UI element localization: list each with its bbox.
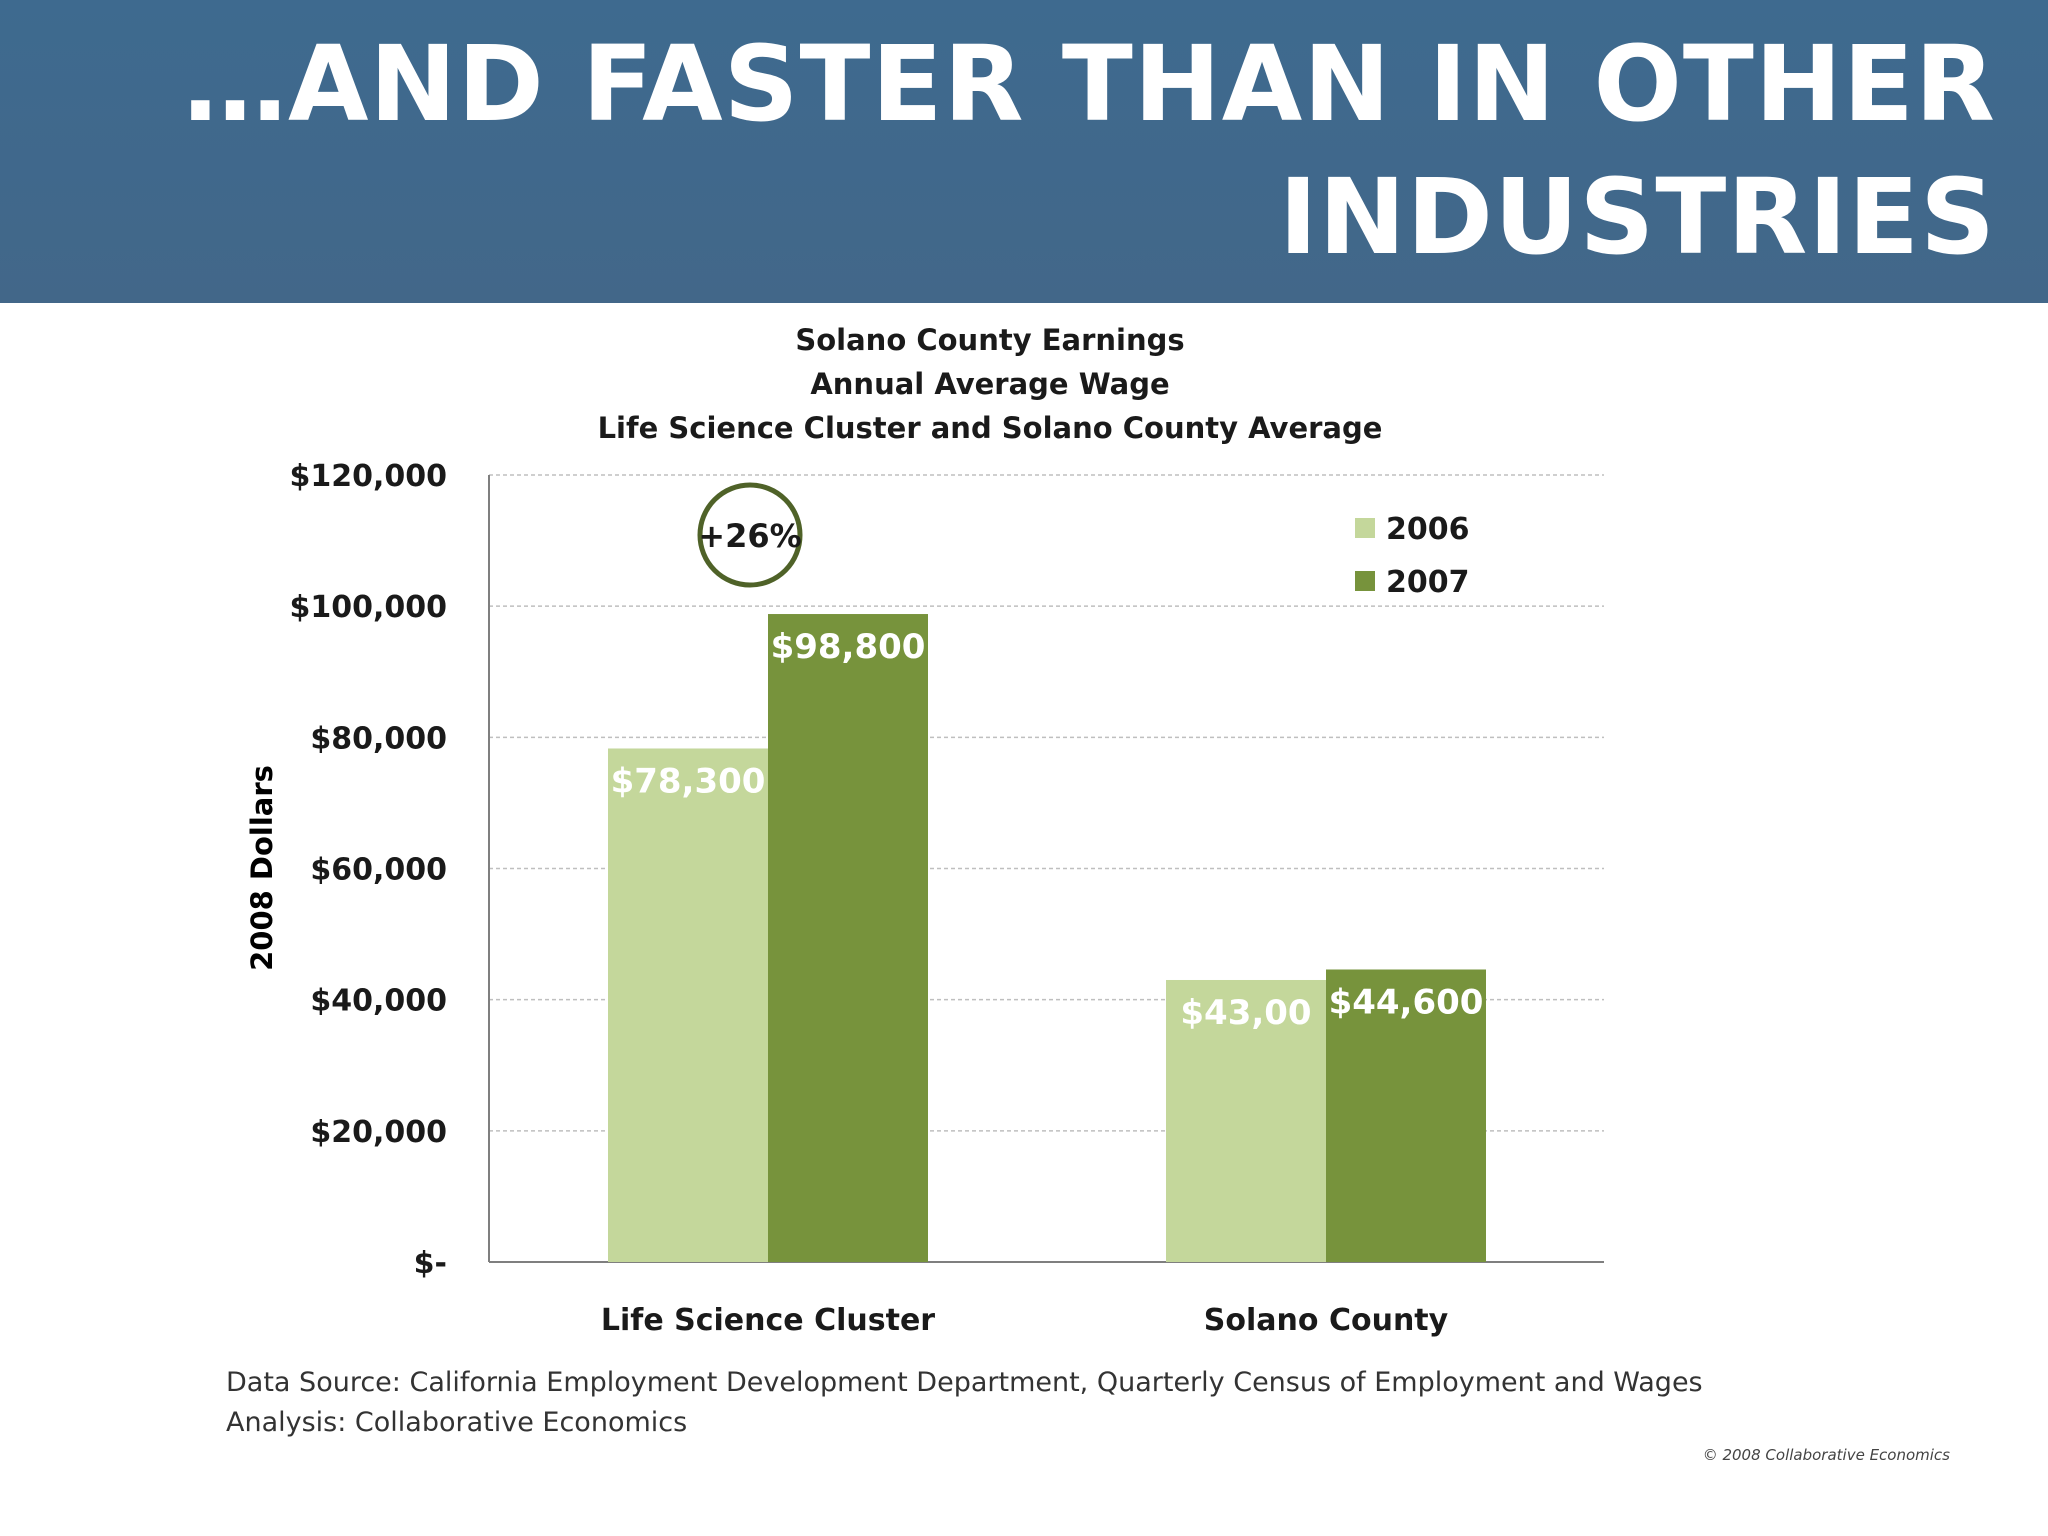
y-tick-label: $40,000	[310, 984, 447, 1019]
chart-title-line-3: Life Science Cluster and Solano County A…	[598, 411, 1383, 445]
slide-title-line-2: INDUSTRIES	[1278, 156, 1996, 278]
legend-label-2006: 2006	[1386, 512, 1470, 547]
y-tick-label: $20,000	[310, 1115, 447, 1150]
title-banner: …AND FASTER THAN IN OTHER INDUSTRIES	[0, 0, 2048, 303]
data-label: $43,00	[1180, 993, 1311, 1033]
y-tick-label: $100,000	[289, 590, 447, 625]
bar-2007-solano-county	[1326, 969, 1486, 1262]
y-axis-title: 2008 Dollars	[245, 765, 279, 971]
x-category-label: Solano County	[1204, 1303, 1449, 1338]
y-tick-label: $120,000	[289, 459, 447, 494]
legend-swatch-2007	[1355, 571, 1375, 591]
bar-2006-solano-county	[1166, 979, 1326, 1262]
bar-2006-life-science-cluster	[608, 748, 768, 1262]
data-label: $78,300	[611, 761, 766, 801]
growth-annotation-ring	[697, 482, 803, 588]
legend-label-2007: 2007	[1386, 565, 1470, 600]
bar-2007-life-science-cluster	[768, 614, 928, 1262]
y-tick-label: $-	[414, 1246, 447, 1281]
y-tick-label: $80,000	[310, 721, 447, 756]
chart-title-line-2: Annual Average Wage	[810, 367, 1169, 401]
analysis-note: Analysis: Collaborative Economics	[226, 1407, 688, 1438]
copyright-note: © 2008 Collaborative Economics	[1702, 1446, 1950, 1464]
data-source-note: Data Source: California Employment Devel…	[226, 1367, 1703, 1398]
chart-title-line-1: Solano County Earnings	[795, 323, 1184, 357]
data-label: $44,600	[1329, 982, 1484, 1022]
y-tick-label: $60,000	[310, 853, 447, 888]
slide-title-line-1: …AND FASTER THAN IN OTHER	[182, 23, 1996, 145]
growth-annotation-label: +26%	[698, 517, 801, 555]
x-category-label: Life Science Cluster	[601, 1303, 935, 1338]
legend-swatch-2006	[1355, 518, 1375, 538]
data-label: $98,800	[771, 627, 926, 667]
